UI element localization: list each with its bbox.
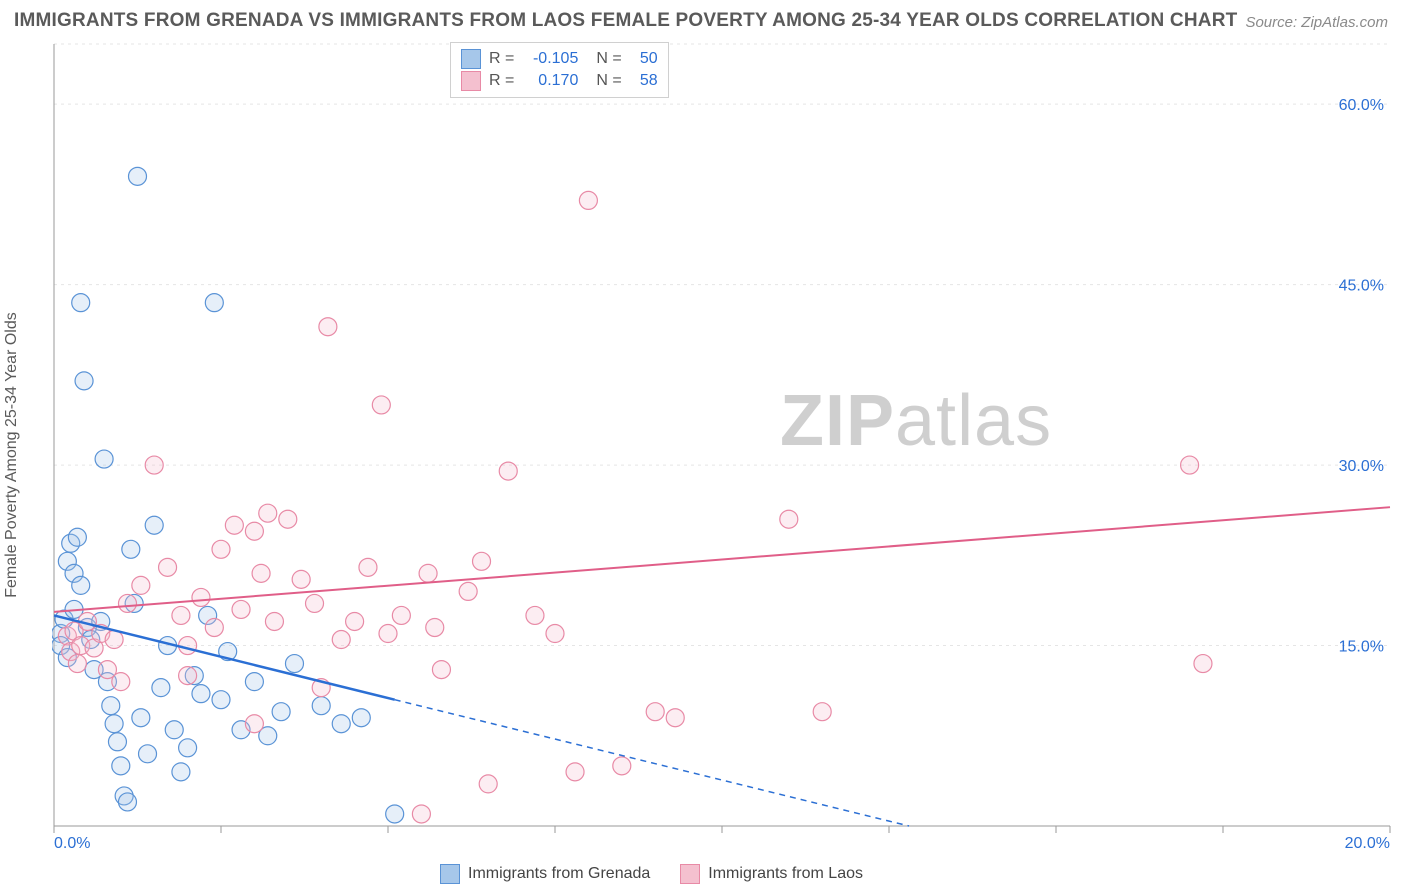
swatch-laos: [680, 864, 700, 884]
n-label: N =: [596, 50, 621, 68]
n-label: N =: [596, 72, 621, 90]
legend-label-grenada: Immigrants from Grenada: [468, 865, 650, 883]
swatch-laos: [461, 71, 481, 91]
n-value-laos: 58: [630, 72, 658, 90]
swatch-grenada: [440, 864, 460, 884]
svg-text:0.0%: 0.0%: [54, 835, 90, 850]
y-axis-label: Female Poverty Among 25-34 Year Olds: [3, 312, 21, 598]
r-value-laos: 0.170: [522, 72, 578, 90]
svg-text:45.0%: 45.0%: [1339, 278, 1384, 295]
series-legend: Immigrants from Grenada Immigrants from …: [440, 864, 863, 884]
source-attribution: Source: ZipAtlas.com: [1245, 14, 1388, 31]
svg-text:15.0%: 15.0%: [1339, 639, 1384, 656]
chart-area: 15.0% 30.0% 45.0% 60.0% 0.0% 20.0%: [52, 40, 1392, 850]
svg-text:20.0%: 20.0%: [1345, 835, 1390, 850]
legend-row-grenada: R = -0.105 N = 50: [461, 49, 658, 69]
scatter-chart-svg: 15.0% 30.0% 45.0% 60.0% 0.0% 20.0%: [52, 40, 1392, 850]
svg-text:60.0%: 60.0%: [1339, 97, 1384, 114]
chart-title: IMMIGRANTS FROM GRENADA VS IMMIGRANTS FR…: [14, 10, 1237, 32]
legend-item-laos: Immigrants from Laos: [680, 864, 863, 884]
swatch-grenada: [461, 49, 481, 69]
r-label: R =: [489, 50, 514, 68]
svg-text:30.0%: 30.0%: [1339, 458, 1384, 475]
r-label: R =: [489, 72, 514, 90]
r-value-grenada: -0.105: [522, 50, 578, 68]
legend-item-grenada: Immigrants from Grenada: [440, 864, 650, 884]
n-value-grenada: 50: [630, 50, 658, 68]
legend-label-laos: Immigrants from Laos: [708, 865, 863, 883]
correlation-legend: R = -0.105 N = 50 R = 0.170 N = 58: [450, 42, 669, 98]
legend-row-laos: R = 0.170 N = 58: [461, 71, 658, 91]
